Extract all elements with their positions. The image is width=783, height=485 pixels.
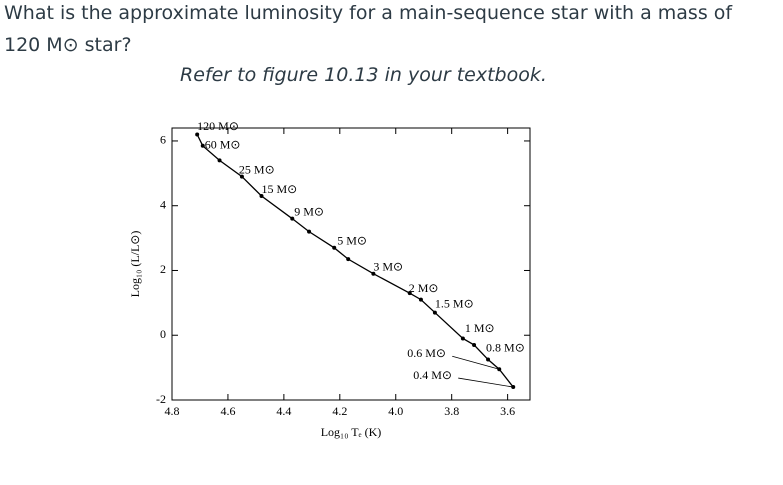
point-label: 2 M⊙ (409, 281, 439, 295)
point-label: 0.8 M⊙ (486, 340, 525, 354)
y-axis-label: Log₁₀ (L/L⊙) (128, 231, 142, 298)
point-label: 9 M⊙ (294, 204, 324, 218)
data-point (432, 310, 437, 315)
point-label: 5 M⊙ (337, 234, 367, 248)
plot-frame (171, 127, 531, 401)
data-point (200, 143, 205, 148)
y-tick-label: 4 (160, 197, 166, 211)
x-tick-label: 4.4 (276, 404, 291, 418)
data-point (290, 216, 295, 221)
y-tick-label: -2 (156, 392, 166, 406)
y-tick-label: 2 (160, 262, 166, 276)
x-tick-label: 3.6 (500, 404, 515, 418)
leader-line (458, 377, 514, 388)
data-point (407, 291, 412, 296)
point-label: 15 M⊙ (262, 182, 298, 196)
data-point (239, 174, 244, 179)
point-label: 120 M⊙ (197, 119, 239, 133)
point-label: 0.6 M⊙ (407, 346, 446, 360)
data-point (332, 245, 337, 250)
data-point (486, 357, 491, 362)
data-point (371, 271, 376, 276)
x-tick-label: 4.0 (388, 404, 403, 418)
point-label: 1 M⊙ (465, 321, 495, 335)
x-axis-label: Log₁₀ Tₑ (K) (321, 425, 382, 439)
x-tick-label: 3.8 (444, 404, 459, 418)
point-label: 1.5 M⊙ (435, 296, 474, 310)
x-tick-label: 4.2 (332, 404, 347, 418)
point-label: 25 M⊙ (239, 162, 275, 176)
data-point (259, 194, 264, 198)
leader-line (452, 355, 500, 370)
y-tick-label: 6 (160, 133, 166, 147)
question-text: What is the approximate luminosity for a… (4, 2, 733, 24)
data-point (217, 158, 222, 163)
data-point (307, 229, 312, 234)
data-point (346, 257, 351, 262)
data-point (195, 132, 200, 137)
point-label: 0.4 M⊙ (413, 368, 452, 382)
data-point (460, 336, 465, 341)
x-tick-label: 4.8 (165, 404, 180, 418)
point-label: 3 M⊙ (373, 259, 403, 273)
y-tick-label: 0 (160, 327, 166, 341)
data-point (418, 297, 423, 302)
question-text: 120 M⊙ star? (4, 34, 132, 56)
point-label: 60 M⊙ (205, 138, 241, 152)
instruction: Refer to figure 10.13 in your textbook. (180, 64, 547, 86)
x-tick-label: 4.6 (220, 404, 235, 418)
data-line (196, 134, 514, 388)
data-point (472, 342, 477, 347)
